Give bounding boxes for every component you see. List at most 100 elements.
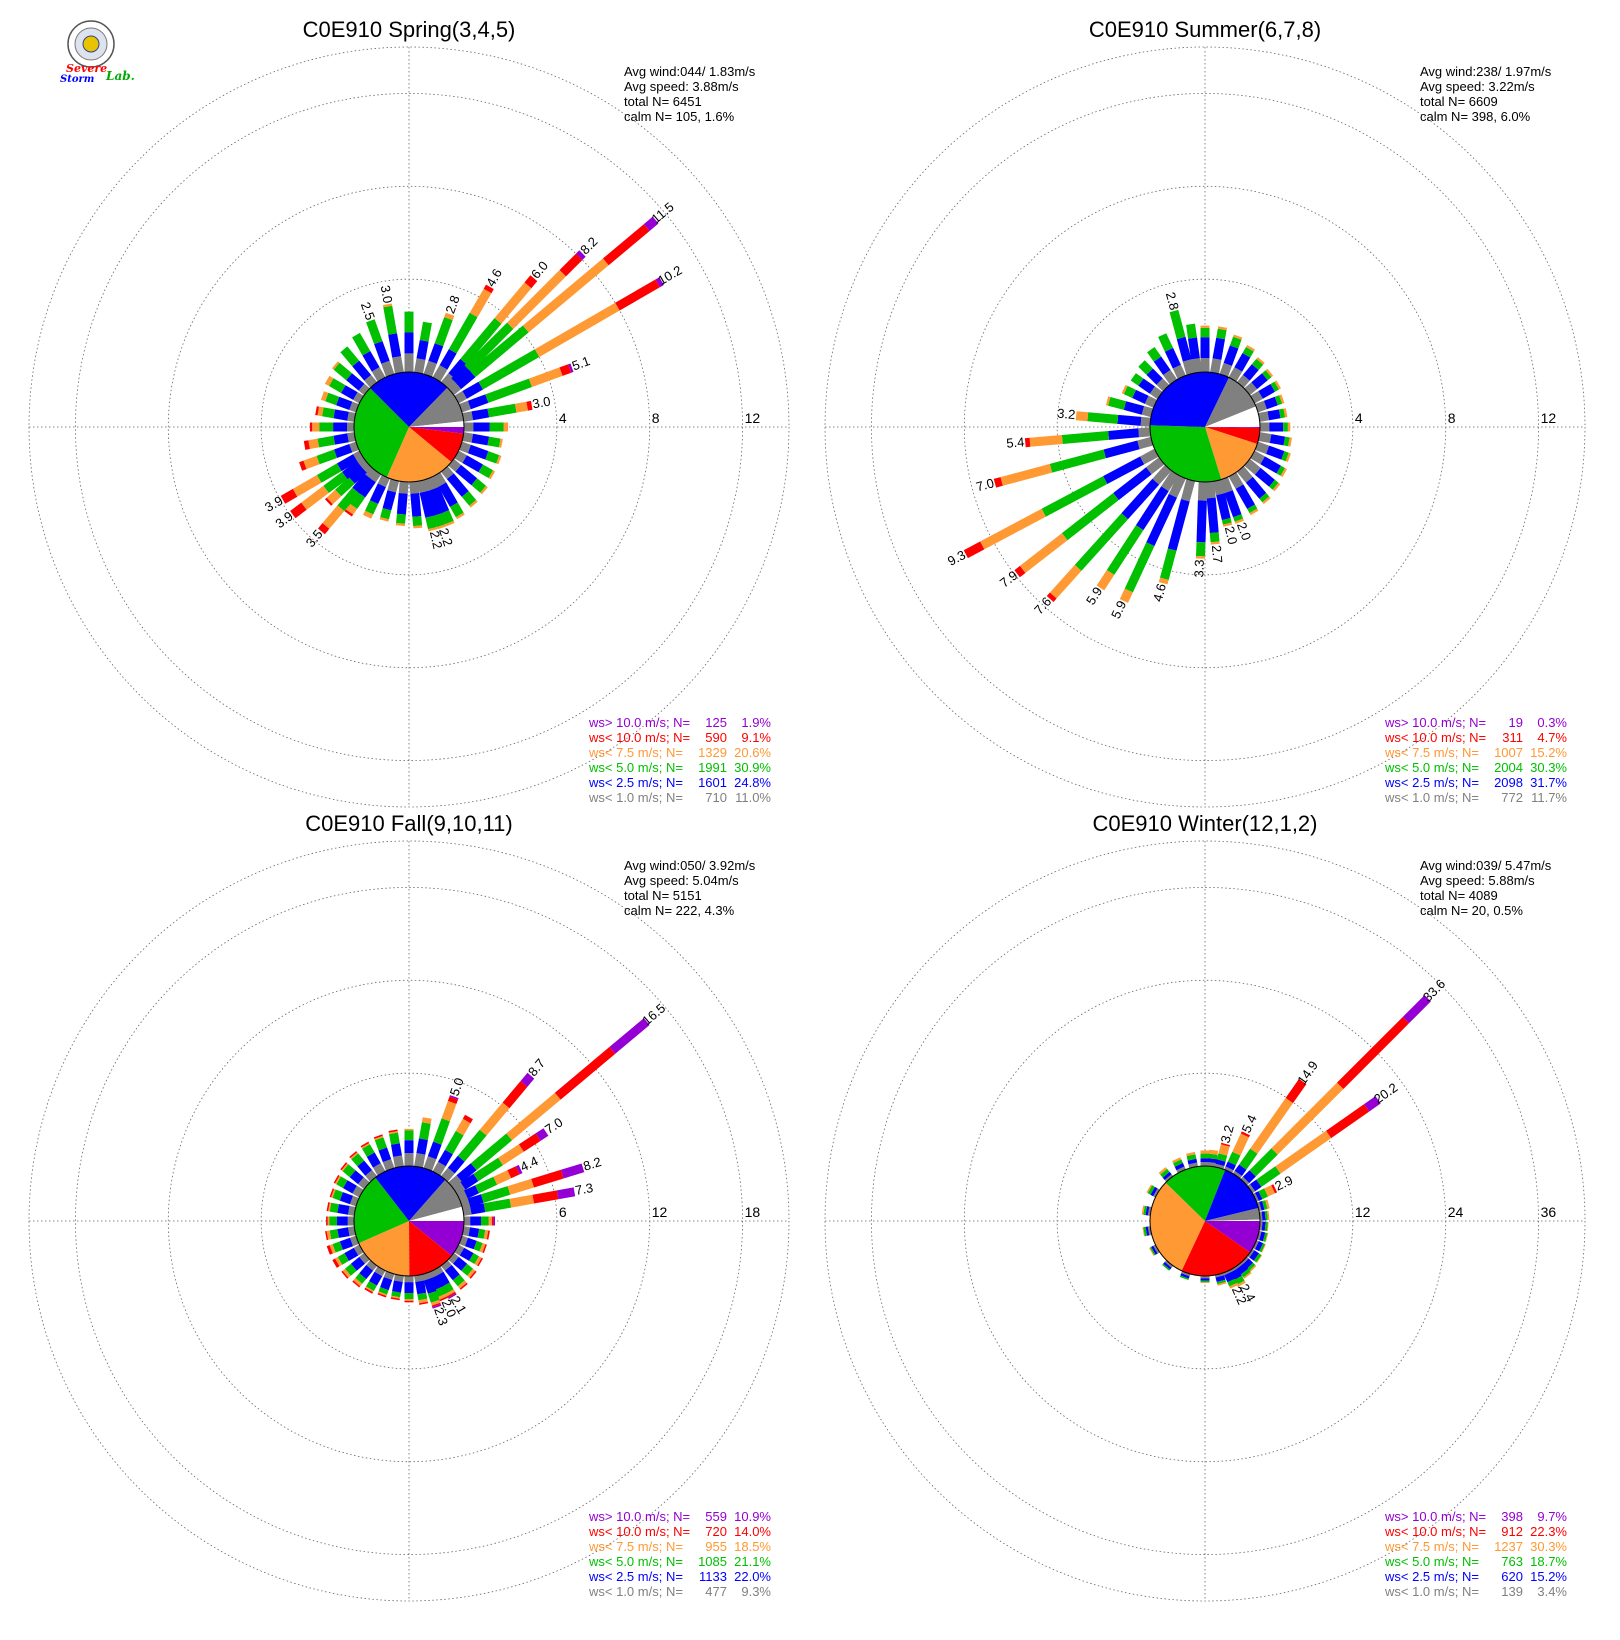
petal-segment — [335, 1257, 343, 1267]
legend-percent: 18.7% — [1530, 1554, 1567, 1569]
petal-segment — [423, 1156, 437, 1171]
legend-label: ws< 10.0 m/s; N= — [1384, 730, 1486, 745]
petal-segment — [1216, 493, 1231, 521]
petal-segment — [1256, 357, 1265, 365]
logo-text-storm: Storm — [60, 74, 94, 85]
petal-label: 2.7 — [1209, 544, 1226, 563]
petal-segment — [432, 1161, 446, 1176]
petal-segment — [393, 1155, 404, 1168]
legend-percent: 18.5% — [734, 1539, 771, 1554]
legend-count: 720 — [705, 1524, 727, 1539]
petal-segment — [1232, 1133, 1249, 1156]
petal-label: 3.2 — [1057, 406, 1076, 423]
petal-segment — [325, 392, 340, 406]
petal-segment — [423, 360, 437, 377]
petal-segment — [1146, 1184, 1153, 1194]
petal-segment — [1186, 1151, 1196, 1156]
petal-segment — [464, 1185, 479, 1199]
petal-segment — [1265, 1233, 1269, 1242]
petal-segment — [366, 1260, 378, 1271]
petal-segment — [1176, 1166, 1186, 1174]
legend-percent: 1.9% — [741, 715, 771, 730]
petal-segment — [451, 365, 471, 385]
stats-line: Avg wind:238/ 1.97m/s — [1420, 64, 1552, 79]
petal-segment — [1246, 345, 1255, 352]
petal-label: 2.2 — [436, 526, 456, 548]
petal-segment — [1163, 369, 1178, 385]
petal-segment — [363, 510, 374, 519]
petal-segment — [318, 523, 330, 535]
legend-count: 125 — [705, 715, 727, 730]
petal-segment — [357, 477, 376, 498]
pie-slice — [409, 1221, 464, 1256]
petal-segment — [1196, 500, 1207, 543]
wind-rose-panel: 4 8 122.02.02.73.34.65.95.97.67.99.37.05.4… — [824, 17, 1586, 808]
legend-label: ws> 10.0 m/s; N= — [1384, 1509, 1486, 1524]
petal-segment — [366, 319, 383, 345]
petal-segment — [1200, 325, 1210, 328]
logo: Severe Storm Lab. — [60, 20, 135, 85]
petal-segment — [432, 1304, 442, 1309]
petal-segment — [1337, 1017, 1409, 1089]
petal-segment — [1245, 476, 1267, 499]
petal-segment — [609, 1018, 650, 1054]
pie-slice — [1205, 1221, 1260, 1253]
legend-percent: 9.1% — [741, 730, 771, 745]
petal-segment — [317, 406, 324, 417]
petal-segment — [341, 1270, 349, 1279]
pie-slice — [375, 1165, 446, 1221]
petal-segment — [352, 1280, 361, 1288]
petal-segment — [1196, 542, 1206, 557]
petal-segment — [1281, 451, 1289, 462]
petal-segment — [483, 284, 494, 294]
petal-segment — [1140, 448, 1159, 465]
petal-segment — [453, 1256, 468, 1271]
legend-count: 1007 — [1494, 745, 1523, 760]
petal-segment — [509, 1194, 535, 1208]
petal-segment — [1283, 422, 1288, 432]
petal-segment — [404, 1153, 414, 1166]
pie-slice — [1205, 1219, 1261, 1221]
pie-slice — [1205, 427, 1258, 480]
petal-segment — [366, 1281, 377, 1291]
petal-segment — [316, 463, 342, 483]
petal-segment — [1250, 450, 1265, 465]
petal-segment — [347, 1216, 354, 1226]
petal-segment — [1258, 384, 1275, 399]
petal-segment — [389, 1132, 400, 1145]
petal-segment — [1152, 464, 1172, 485]
petal-segment — [362, 1144, 375, 1157]
petal-segment — [390, 1297, 400, 1301]
petal-segment — [404, 311, 414, 333]
petal-segment — [1258, 432, 1272, 443]
chart-title: C0E910 Fall(9,10,11) — [305, 811, 513, 836]
legend-percent: 3.4% — [1537, 1584, 1567, 1599]
stats-line: Avg wind:050/ 3.92m/s — [624, 858, 756, 873]
center-pie — [1149, 371, 1261, 483]
petal-segment — [404, 1300, 414, 1303]
petal-segment — [350, 1256, 365, 1271]
petal-segment — [467, 1194, 484, 1207]
petal-segment — [1106, 525, 1144, 575]
petal-segment — [479, 1102, 510, 1136]
petal-segment — [473, 1240, 483, 1252]
petal-segment — [1014, 565, 1026, 578]
petal-segment — [483, 1198, 512, 1213]
petal-segment — [1250, 1097, 1293, 1154]
petal-segment — [1124, 542, 1155, 593]
petal-segment — [1249, 1250, 1259, 1261]
petal-segment — [391, 1295, 401, 1299]
petal-segment — [1000, 463, 1053, 486]
petal-segment — [1162, 1263, 1171, 1271]
petal-segment — [559, 364, 572, 376]
petal-segment — [560, 1163, 585, 1179]
petal-segment — [358, 1177, 370, 1190]
petal-segment — [1271, 1184, 1278, 1194]
petal-segment — [1147, 1185, 1155, 1195]
petal-segment — [460, 318, 502, 365]
petal-segment — [1108, 428, 1139, 440]
petal-segment — [434, 317, 453, 347]
pie-slice — [409, 427, 464, 434]
petal-segment — [333, 433, 349, 445]
petal-segment — [435, 1271, 450, 1287]
